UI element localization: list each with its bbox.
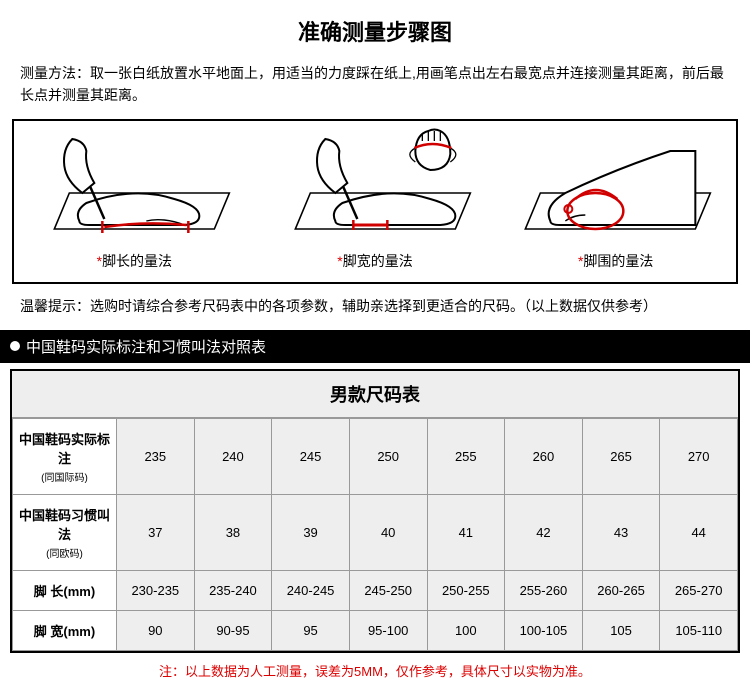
measurement-method: 测量方法：取一张白纸放置水平地面上，用适当的力度踩在纸上,用画笔点出左右最宽点并… xyxy=(20,62,730,107)
table-cell: 40 xyxy=(349,494,427,570)
table-cell: 240 xyxy=(194,418,272,494)
table-cell: 105 xyxy=(582,610,660,650)
diagram-label-0: 脚长的量法 xyxy=(102,253,172,269)
table-cell: 44 xyxy=(660,494,738,570)
table-cell: 41 xyxy=(427,494,505,570)
table-row: 脚 长(mm)230-235235-240240-245245-250250-2… xyxy=(13,570,738,610)
table-cell: 100-105 xyxy=(505,610,583,650)
section-bar: 中国鞋码实际标注和习惯叫法对照表 xyxy=(0,330,750,363)
table-cell: 255-260 xyxy=(505,570,583,610)
table-cell: 260 xyxy=(505,418,583,494)
size-chart: 男款尺码表 中国鞋码实际标注(同国际码)23524024525025526026… xyxy=(10,369,740,653)
table-cell: 38 xyxy=(194,494,272,570)
table-cell: 250-255 xyxy=(427,570,505,610)
table-cell: 255 xyxy=(427,418,505,494)
row-header: 脚 宽(mm) xyxy=(13,610,117,650)
table-cell: 230-235 xyxy=(117,570,195,610)
table-cell: 90-95 xyxy=(194,610,272,650)
table-cell: 245-250 xyxy=(349,570,427,610)
table-cell: 43 xyxy=(582,494,660,570)
table-cell: 245 xyxy=(272,418,350,494)
table-cell: 235-240 xyxy=(194,570,272,610)
bullet-icon xyxy=(10,341,20,351)
table-cell: 235 xyxy=(117,418,195,494)
footnote: 注：以上数据为人工测量，误差为5MM，仅作参考，具体尺寸以实物为准。 xyxy=(0,661,750,680)
size-table: 中国鞋码实际标注(同国际码)235240245250255260265270中国… xyxy=(12,418,738,651)
table-cell: 95 xyxy=(272,610,350,650)
table-row: 脚 宽(mm)9090-959595-100100100-105105105-1… xyxy=(13,610,738,650)
foot-width-svg xyxy=(255,121,496,246)
table-cell: 100 xyxy=(427,610,505,650)
table-cell: 265 xyxy=(582,418,660,494)
chart-title: 男款尺码表 xyxy=(12,371,738,418)
foot-length-svg xyxy=(14,121,255,246)
table-cell: 270 xyxy=(660,418,738,494)
table-cell: 105-110 xyxy=(660,610,738,650)
table-cell: 260-265 xyxy=(582,570,660,610)
row-header: 脚 长(mm) xyxy=(13,570,117,610)
table-cell: 90 xyxy=(117,610,195,650)
diagram-length: *脚长的量法 xyxy=(14,121,255,282)
foot-girth-svg xyxy=(495,121,736,246)
table-row: 中国鞋码习惯叫法(同欧码)3738394041424344 xyxy=(13,494,738,570)
tip-text: 温馨提示：选购时请综合参考尺码表中的各项参数，辅助亲选择到更适合的尺码。（以上数… xyxy=(20,296,730,316)
table-cell: 95-100 xyxy=(349,610,427,650)
page-title: 准确测量步骤图 xyxy=(0,15,750,47)
table-cell: 42 xyxy=(505,494,583,570)
diagram-width: *脚宽的量法 xyxy=(255,121,496,282)
table-cell: 250 xyxy=(349,418,427,494)
diagram-label-1: 脚宽的量法 xyxy=(343,253,413,269)
table-cell: 265-270 xyxy=(660,570,738,610)
table-cell: 39 xyxy=(272,494,350,570)
table-cell: 240-245 xyxy=(272,570,350,610)
row-header: 中国鞋码实际标注(同国际码) xyxy=(13,418,117,494)
diagram-label-2: 脚围的量法 xyxy=(583,253,653,269)
diagram-girth: *脚围的量法 xyxy=(495,121,736,282)
row-header: 中国鞋码习惯叫法(同欧码) xyxy=(13,494,117,570)
table-cell: 37 xyxy=(117,494,195,570)
table-row: 中国鞋码实际标注(同国际码)235240245250255260265270 xyxy=(13,418,738,494)
diagram-row: *脚长的量法 xyxy=(12,119,738,284)
section-bar-text: 中国鞋码实际标注和习惯叫法对照表 xyxy=(26,336,266,357)
